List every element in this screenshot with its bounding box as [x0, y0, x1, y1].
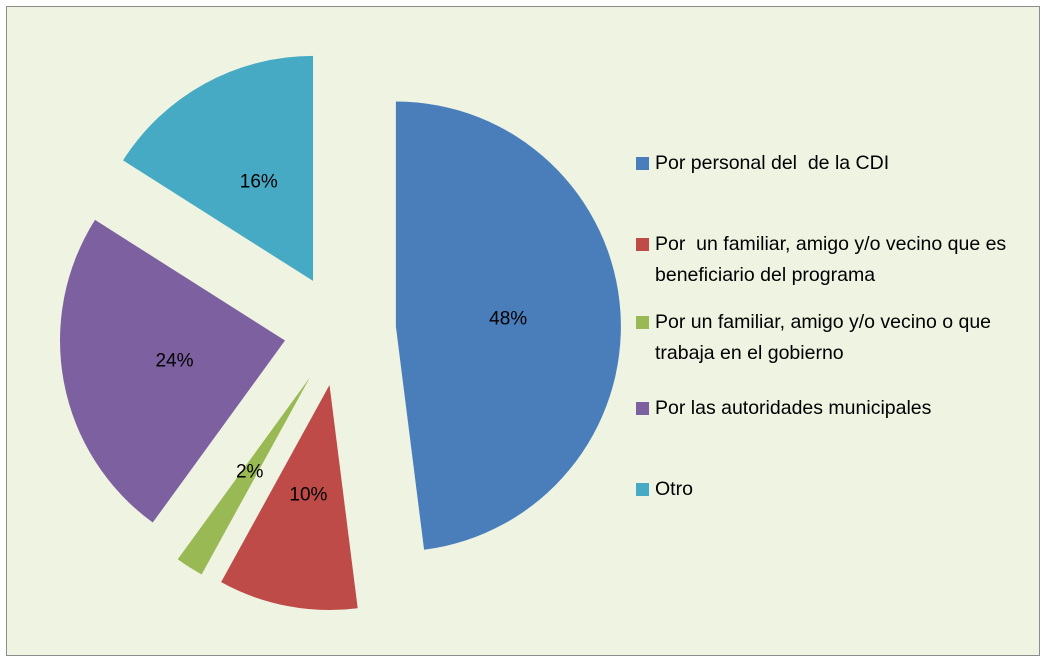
- legend-label: Otro: [655, 478, 693, 500]
- legend-swatch: [636, 483, 649, 496]
- legend-label: Por un familiar, amigo y/o vecino que es…: [655, 233, 1012, 286]
- legend-item: Por un familiar, amigo y/o vecino que es…: [636, 229, 1025, 291]
- legend-swatch: [636, 316, 649, 329]
- slice-label: 10%: [289, 485, 327, 506]
- legend-item: Por las autoridades municipales: [636, 393, 1025, 424]
- slice-label: 2%: [236, 461, 264, 482]
- legend-item: Por un familiar, amigo y/o vecino o que …: [636, 307, 1025, 369]
- legend-swatch: [636, 402, 649, 415]
- pie-slice: [221, 385, 358, 611]
- pie-slice: [395, 101, 621, 550]
- pie-slice: [177, 377, 310, 575]
- legend-item: Por personal del de la CDI: [636, 148, 1025, 179]
- pie-slice: [123, 55, 314, 281]
- legend-item: Otro: [636, 474, 1025, 505]
- legend-label: Por personal del de la CDI: [655, 152, 890, 174]
- slice-label: 16%: [240, 171, 278, 192]
- slice-label: 24%: [155, 351, 193, 372]
- legend-label: Por un familiar, amigo y/o vecino o que …: [655, 311, 997, 364]
- legend-swatch: [636, 157, 649, 170]
- pie-slice: [59, 219, 285, 523]
- legend-label: Por las autoridades municipales: [655, 397, 932, 419]
- slice-label: 48%: [489, 308, 527, 329]
- legend-swatch: [636, 238, 649, 251]
